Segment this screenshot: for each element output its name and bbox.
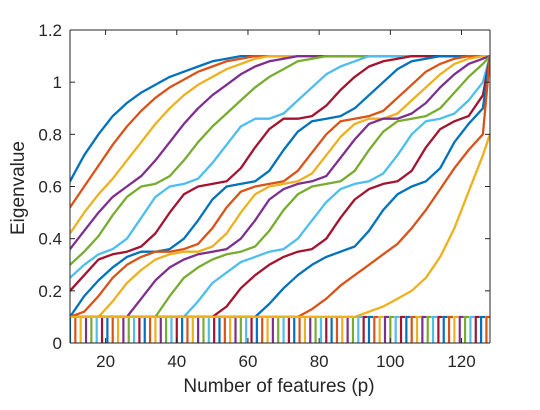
zero-eigenvalue-line xyxy=(373,315,379,343)
zero-eigenvalue-line xyxy=(415,315,422,343)
series-group xyxy=(70,54,490,343)
eigenvalue-series-line xyxy=(70,54,490,319)
y-tick-label: 1.2 xyxy=(38,21,62,40)
zero-eigenvalue-line xyxy=(480,315,486,343)
plot-area xyxy=(70,54,490,343)
zero-eigenvalue-line xyxy=(421,315,427,343)
x-tick-label: 60 xyxy=(239,352,258,371)
zero-eigenvalue-line xyxy=(357,315,363,343)
zero-eigenvalue-line xyxy=(426,315,432,343)
zero-eigenvalue-line xyxy=(394,315,400,343)
zero-eigenvalue-line xyxy=(474,315,480,343)
zero-eigenvalue-line xyxy=(442,315,448,343)
eigenvalue-series-line xyxy=(70,54,490,292)
zero-eigenvalue-line xyxy=(453,315,459,343)
zero-eigenvalue-line xyxy=(410,315,416,343)
y-axis-label: Eigenvalue xyxy=(8,141,29,235)
zero-eigenvalue-line xyxy=(463,315,470,343)
y-tick-label: 1 xyxy=(53,73,62,92)
zero-eigenvalue-line xyxy=(447,315,454,343)
zero-eigenvalue-line xyxy=(437,315,443,343)
eigenvalue-series-line xyxy=(70,54,490,319)
zero-eigenvalue-line xyxy=(362,315,368,343)
y-tick-label: 0.8 xyxy=(38,125,62,144)
x-axis-label: Number of features (p) xyxy=(183,376,374,397)
x-tick-label: 100 xyxy=(376,352,404,371)
x-tick-label: 20 xyxy=(96,352,115,371)
eigenvalue-series-line xyxy=(70,54,490,319)
x-tick-label: 80 xyxy=(310,352,329,371)
zero-eigenvalue-line xyxy=(378,315,384,343)
eigenvalue-series-line xyxy=(70,54,490,319)
axes: 20 40 60 80 100 120 0 0.2 0.4 0.6 0.8 1 1.2 xyxy=(38,21,491,371)
zero-eigenvalue-line xyxy=(431,315,438,343)
zero-eigenvalue-line xyxy=(458,315,464,343)
y-tick-label: 0.6 xyxy=(38,178,62,197)
zero-eigenvalue-line xyxy=(405,315,411,343)
x-tick-label: 40 xyxy=(167,352,186,371)
zero-eigenvalue-line xyxy=(383,315,389,343)
zero-eigenvalue-line xyxy=(399,315,406,343)
zero-eigenvalue-line xyxy=(367,315,373,343)
y-tick-label: 0 xyxy=(53,334,62,353)
zero-eigenvalue-line xyxy=(469,315,475,343)
x-tick-label: 120 xyxy=(447,352,475,371)
y-tick-label: 0.2 xyxy=(38,282,62,301)
y-tick-label: 0.4 xyxy=(38,230,62,249)
eigenvalue-series-line xyxy=(70,133,490,319)
zero-eigenvalue-line xyxy=(389,315,395,343)
zero-eigenvalue-line xyxy=(485,315,490,343)
